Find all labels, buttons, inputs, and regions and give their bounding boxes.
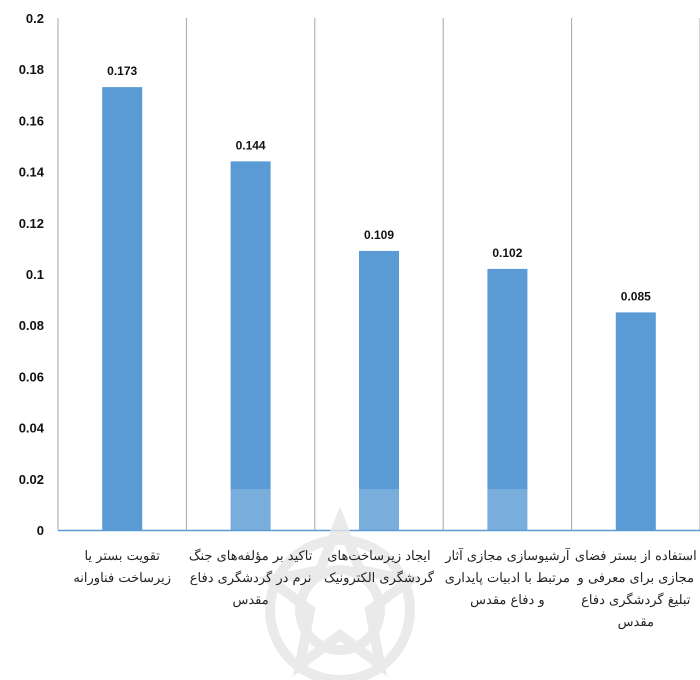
data-label: 0.102 [492,246,522,260]
category-label: استفاده از بستر فضای مجازی برای معرفی و … [572,546,700,634]
bar [359,251,399,530]
bar [102,87,142,530]
category-label: تقویت بستر یا زیرساخت فناورانه [58,546,186,590]
y-tick-label: 0.1 [26,267,44,282]
y-tick-label: 0.16 [19,113,44,128]
y-tick-label: 0.08 [19,318,44,333]
category-label: تاکید بر مؤلفه‌های جنگ نرم در گردشگری دف… [187,546,315,612]
data-label: 0.109 [364,228,394,242]
watermark-band [231,489,271,530]
y-tick-label: 0.14 [19,165,45,180]
y-tick-label: 0.04 [19,421,45,436]
category-label: ایجاد زیرساخت‌های گردشگری الکترونیک [315,546,443,590]
category-label: آرشیوسازی مجازی آثار مرتبط با ادبیات پای… [443,546,571,612]
y-tick-label: 0.02 [19,472,44,487]
watermark-band [359,489,399,530]
y-tick-label: 0.18 [19,62,44,77]
data-label: 0.173 [107,64,137,78]
data-label: 0.144 [236,138,266,152]
y-tick-label: 0.06 [19,369,44,384]
y-tick-label: 0 [37,523,44,538]
y-tick-label: 0.2 [26,11,44,26]
bar [616,312,656,530]
watermark-overlay [231,489,528,530]
watermark-band [487,489,527,530]
bar [231,161,271,530]
bars [102,87,656,530]
data-label: 0.085 [621,289,651,303]
y-tick-label: 0.12 [19,216,44,231]
y-axis-ticks: 0 0.02 0.04 0.06 0.08 0.1 0.12 0.14 0.16 0.18 0.2 [19,11,45,538]
